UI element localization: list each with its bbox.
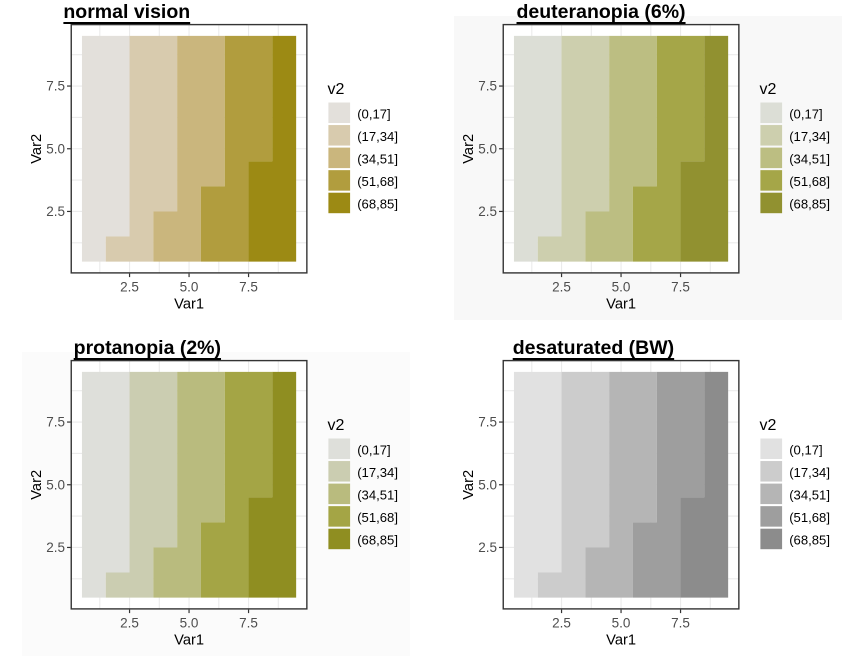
- svg-text:Var1: Var1: [174, 632, 204, 648]
- svg-text:(17,34]: (17,34]: [789, 465, 830, 480]
- svg-text:(0,17]: (0,17]: [789, 106, 822, 121]
- svg-text:(68,85]: (68,85]: [357, 197, 398, 212]
- svg-text:v2: v2: [760, 81, 777, 98]
- svg-text:(34,51]: (34,51]: [357, 151, 398, 166]
- svg-text:Var1: Var1: [606, 632, 636, 648]
- svg-text:v2: v2: [328, 81, 345, 98]
- svg-text:(17,34]: (17,34]: [357, 129, 398, 144]
- svg-text:5.0: 5.0: [478, 141, 497, 156]
- svg-text:(17,34]: (17,34]: [789, 129, 830, 144]
- svg-text:2.5: 2.5: [478, 540, 497, 555]
- svg-text:2.5: 2.5: [478, 204, 497, 219]
- svg-text:5.0: 5.0: [612, 616, 631, 631]
- svg-text:7.5: 7.5: [671, 280, 690, 295]
- svg-text:2.5: 2.5: [46, 204, 65, 219]
- svg-text:(51,68]: (51,68]: [789, 174, 830, 189]
- svg-text:7.5: 7.5: [46, 79, 65, 94]
- svg-text:(0,17]: (0,17]: [357, 442, 390, 457]
- svg-text:Var2: Var2: [29, 470, 45, 500]
- svg-text:5.0: 5.0: [612, 280, 631, 295]
- svg-text:(17,34]: (17,34]: [357, 465, 398, 480]
- svg-text:2.5: 2.5: [46, 540, 65, 555]
- svg-text:Var2: Var2: [29, 134, 45, 164]
- svg-text:Var1: Var1: [174, 296, 204, 312]
- svg-text:7.5: 7.5: [239, 616, 258, 631]
- svg-text:5.0: 5.0: [46, 141, 65, 156]
- svg-text:(0,17]: (0,17]: [789, 442, 822, 457]
- svg-text:(51,68]: (51,68]: [357, 174, 398, 189]
- svg-text:(34,51]: (34,51]: [357, 487, 398, 502]
- svg-text:Var1: Var1: [606, 296, 636, 312]
- svg-text:(34,51]: (34,51]: [789, 487, 830, 502]
- svg-text:(51,68]: (51,68]: [357, 510, 398, 525]
- svg-text:7.5: 7.5: [478, 79, 497, 94]
- svg-text:7.5: 7.5: [671, 616, 690, 631]
- svg-text:(34,51]: (34,51]: [789, 151, 830, 166]
- svg-text:7.5: 7.5: [478, 415, 497, 430]
- svg-text:v2: v2: [328, 417, 345, 434]
- svg-text:v2: v2: [760, 417, 777, 434]
- svg-text:5.0: 5.0: [180, 280, 199, 295]
- svg-text:2.5: 2.5: [552, 280, 571, 295]
- svg-text:2.5: 2.5: [120, 280, 139, 295]
- svg-text:7.5: 7.5: [46, 415, 65, 430]
- svg-text:(68,85]: (68,85]: [789, 197, 830, 212]
- svg-text:5.0: 5.0: [478, 477, 497, 492]
- svg-text:5.0: 5.0: [180, 616, 199, 631]
- svg-text:2.5: 2.5: [120, 616, 139, 631]
- svg-text:(0,17]: (0,17]: [357, 106, 390, 121]
- svg-text:(68,85]: (68,85]: [357, 533, 398, 548]
- svg-text:Var2: Var2: [461, 470, 477, 500]
- svg-text:5.0: 5.0: [46, 477, 65, 492]
- svg-text:Var2: Var2: [461, 134, 477, 164]
- svg-text:2.5: 2.5: [552, 616, 571, 631]
- svg-text:(51,68]: (51,68]: [789, 510, 830, 525]
- svg-text:7.5: 7.5: [239, 280, 258, 295]
- svg-text:(68,85]: (68,85]: [789, 533, 830, 548]
